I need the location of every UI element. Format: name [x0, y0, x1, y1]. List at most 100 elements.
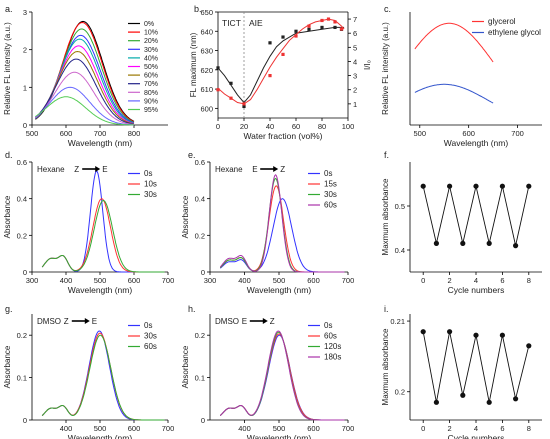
series-line — [35, 96, 134, 126]
y-tick-label: 0 — [23, 268, 27, 277]
x-tick-label: 20 — [240, 122, 248, 131]
switch-from: Z — [74, 165, 79, 174]
data-point — [242, 104, 246, 109]
panel-i: i. 0 2 4 6 8 0.2 0.21 Cycle numbers Maxmum absorb… — [381, 304, 542, 439]
y-axis-label: Absorbance — [3, 195, 12, 238]
y-tick-label: 0.6 — [17, 158, 27, 167]
legend-label: 30% — [144, 47, 158, 54]
y-tick-label: 0.4 — [395, 246, 405, 255]
panel-h: h. 400 500 600 700 0 0.1 0.2 Wavelength (nm) Abso… — [181, 304, 354, 439]
series-line — [219, 330, 345, 421]
legend-label: 0s — [144, 169, 152, 178]
fit-line — [217, 26, 345, 104]
series-FL maximum — [216, 25, 345, 109]
panel-label: g. — [5, 304, 13, 314]
y2-tick-label: 2 — [353, 86, 357, 95]
y-tick-label: 0.2 — [195, 231, 205, 240]
data-point — [447, 329, 453, 335]
data-point — [513, 243, 519, 249]
data-point — [420, 329, 426, 335]
data-point — [486, 399, 492, 405]
x-tick-label: 4 — [474, 276, 478, 285]
y-tick-label: 0 — [23, 416, 27, 425]
y-axis-label: Maxmum absorbance — [381, 328, 390, 405]
legend-label: 0s — [144, 321, 152, 330]
x-tick-label: 600 — [128, 276, 141, 285]
y-tick-label: 1 — [23, 83, 27, 92]
legend-label: 20% — [144, 38, 158, 45]
y-axis-label: Absorbance — [181, 195, 190, 238]
annotation-aie: AIE — [249, 18, 263, 28]
legend-label: 95% — [144, 107, 158, 114]
legend-label: 0s — [324, 169, 332, 178]
data-point — [499, 183, 505, 189]
x-tick-label: 800 — [128, 129, 141, 138]
y2-tick-label: 4 — [353, 57, 357, 66]
legend-label: 50% — [144, 64, 158, 71]
x-tick-label: 40 — [266, 122, 274, 131]
x-axis-label: Wavelength (nm) — [68, 138, 133, 148]
legend: glycerol ethylene glycol — [472, 17, 541, 37]
switch-to: Z — [280, 165, 285, 174]
switch-to: Z — [270, 317, 275, 326]
legend-label: 30s — [144, 332, 157, 341]
y-tick-label: 620 — [200, 66, 213, 75]
series-data — [420, 329, 532, 405]
x-tick-label: 8 — [527, 276, 531, 285]
x-tick-label: 300 — [204, 276, 217, 285]
series-line — [35, 58, 135, 125]
data-point — [320, 18, 324, 23]
series-line — [414, 83, 494, 104]
switch-arrow-head — [84, 318, 90, 324]
x-tick-label: 2 — [448, 276, 452, 285]
data-point — [281, 35, 285, 39]
data-point — [526, 183, 532, 189]
data-point — [526, 343, 532, 349]
x-axis-label: Wavelength (nm) — [68, 285, 133, 295]
data-point — [294, 29, 298, 33]
data-point — [307, 24, 311, 28]
y-axis-label: Absorbance — [181, 345, 190, 388]
data-point — [460, 240, 466, 246]
x-tick-label: 700 — [162, 276, 175, 285]
y-tick-label: 630 — [200, 47, 213, 56]
data-point — [242, 102, 246, 106]
series-line — [422, 186, 530, 246]
data-point — [307, 27, 311, 31]
data-point — [320, 25, 324, 30]
data-point — [513, 396, 519, 402]
y2-tick-label: 6 — [353, 29, 357, 38]
switch-to: E — [92, 317, 97, 326]
series-ethylene glycol — [414, 83, 494, 104]
solvent-label: Hexane — [37, 165, 65, 174]
panel-label: i. — [384, 304, 389, 314]
x-tick-label: 600 — [307, 276, 320, 285]
data-point — [486, 240, 492, 246]
y-tick-label: 3 — [23, 8, 27, 17]
data-point — [333, 20, 337, 24]
y-tick-label: 0.5 — [395, 202, 405, 211]
y2-tick-label: 3 — [353, 72, 357, 81]
y-tick-label: 2 — [23, 46, 27, 55]
legend-label: 30s — [324, 190, 337, 199]
data-point — [460, 392, 466, 398]
y-tick-label: 0.4 — [195, 195, 205, 204]
x-tick-label: 2 — [448, 424, 452, 433]
x-tick-label: 6 — [500, 424, 504, 433]
series-30s — [41, 199, 165, 273]
x-axis-label: Water fraction (vol%) — [243, 131, 322, 141]
data-point — [268, 41, 272, 45]
series-line — [41, 334, 165, 421]
legend-label: 60% — [144, 73, 158, 80]
y-tick-label: 0.1 — [17, 374, 27, 383]
legend-label: 90% — [144, 98, 158, 105]
series-40% — [35, 38, 135, 124]
y2-tick-label: 7 — [353, 15, 357, 24]
legend-label: 40% — [144, 55, 158, 62]
series-line — [422, 331, 530, 403]
series-60s — [219, 174, 345, 273]
x-tick-label: 500 — [94, 424, 107, 433]
y-tick-label: 0 — [201, 416, 205, 425]
y-tick-label: 610 — [200, 85, 213, 94]
